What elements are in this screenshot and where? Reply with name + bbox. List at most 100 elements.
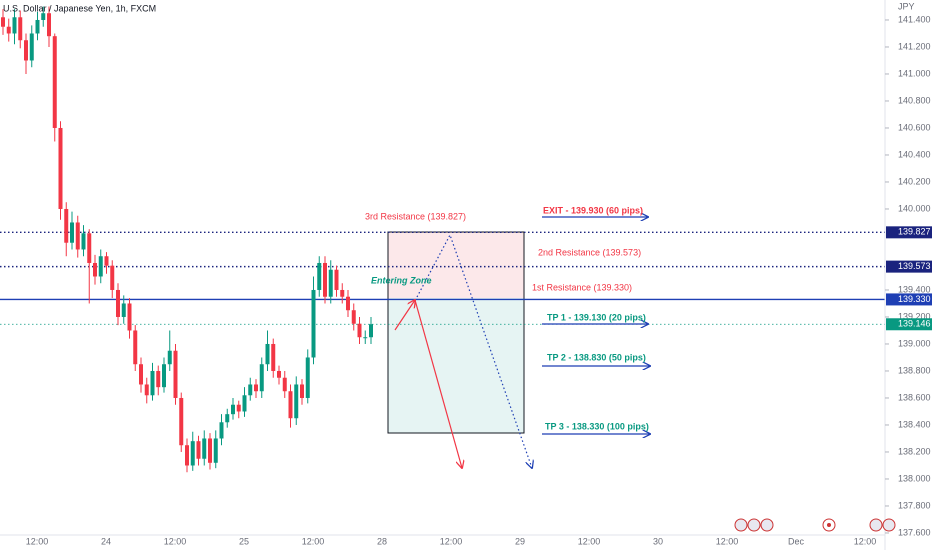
candle-body bbox=[282, 377, 287, 392]
x-tick-label: 12:00 bbox=[302, 536, 325, 546]
chart-title: U.S. Dollar / Japanese Yen, 1h, FXCM bbox=[3, 3, 156, 13]
annotation: TP 2 - 138.830 (50 pips) bbox=[547, 352, 646, 362]
y-tick-label: 138.600 bbox=[898, 392, 931, 402]
candle-body bbox=[231, 404, 235, 415]
candle-body bbox=[265, 343, 270, 365]
candle-body bbox=[294, 384, 299, 419]
price-level-label: 139.573 bbox=[898, 261, 931, 271]
candle-body bbox=[213, 438, 218, 463]
candle-body bbox=[334, 269, 339, 290]
y-tick-label: 138.800 bbox=[898, 365, 931, 375]
annotation: TP 3 - 138.330 (100 pips) bbox=[545, 421, 649, 431]
candle-body bbox=[75, 222, 80, 250]
x-tick-label: 29 bbox=[515, 536, 525, 546]
candle-body bbox=[254, 384, 258, 392]
candle-body bbox=[116, 289, 120, 317]
event-icon bbox=[882, 518, 896, 532]
candle-body bbox=[133, 330, 138, 365]
candle-body bbox=[277, 370, 281, 378]
y-tick-label: 139.400 bbox=[898, 284, 931, 294]
candle-body bbox=[196, 441, 201, 459]
y-tick-label: 141.200 bbox=[898, 41, 931, 51]
candle-body bbox=[87, 233, 92, 263]
y-tick-label: 141.000 bbox=[898, 68, 931, 78]
x-tick-label: 12:00 bbox=[854, 536, 877, 546]
y-tick-label: 137.800 bbox=[898, 500, 931, 510]
price-level-tag bbox=[886, 260, 932, 273]
x-tick-label: Dec bbox=[788, 536, 805, 546]
candle-body bbox=[311, 289, 316, 358]
x-tick-label: 12:00 bbox=[440, 536, 463, 546]
candle-body bbox=[190, 441, 195, 466]
target-arrow bbox=[414, 299, 462, 468]
candle-body bbox=[64, 208, 69, 243]
candle-body bbox=[328, 269, 333, 297]
y-tick-label: 138.400 bbox=[898, 419, 931, 429]
candle-body bbox=[259, 364, 264, 392]
candle-body bbox=[110, 265, 115, 290]
event-icon bbox=[760, 518, 774, 532]
candle-body bbox=[219, 422, 224, 439]
y-tick-label: 138.000 bbox=[898, 473, 931, 483]
y-tick-label: 139.000 bbox=[898, 338, 931, 348]
candle-body bbox=[150, 370, 155, 396]
candle-body bbox=[41, 13, 46, 20]
candle-body bbox=[127, 303, 132, 331]
candle-body bbox=[179, 397, 184, 446]
y-tick-label: 137.600 bbox=[898, 527, 931, 537]
candle-body bbox=[242, 395, 247, 412]
candle-body bbox=[70, 222, 74, 243]
price-level-tag bbox=[886, 293, 932, 306]
annotation: TP 1 - 139.130 (20 pips) bbox=[547, 312, 646, 322]
candle-body bbox=[156, 370, 161, 388]
candle-body bbox=[167, 350, 172, 365]
y-tick-label: 140.600 bbox=[898, 122, 931, 132]
candle-body bbox=[121, 303, 126, 317]
candle-body bbox=[317, 262, 322, 290]
x-tick-label: 12:00 bbox=[164, 536, 187, 546]
event-icons bbox=[734, 518, 896, 532]
candle-body bbox=[52, 36, 57, 128]
currency-label: JPY bbox=[898, 1, 915, 11]
candle-body bbox=[300, 384, 304, 398]
candle-body bbox=[248, 384, 253, 396]
candle-body bbox=[47, 13, 51, 37]
candle-body bbox=[340, 289, 345, 297]
reward-zone bbox=[388, 298, 524, 433]
candle-body bbox=[93, 262, 97, 277]
price-level-label: 139.146 bbox=[898, 319, 931, 329]
y-tick-label: 140.400 bbox=[898, 149, 931, 159]
candle-body bbox=[98, 256, 103, 277]
candle-body bbox=[363, 337, 368, 339]
candle-body bbox=[323, 262, 327, 297]
x-tick-label: 25 bbox=[239, 536, 249, 546]
candle-body bbox=[35, 19, 40, 34]
candle-body bbox=[12, 17, 17, 34]
candle-body bbox=[357, 323, 362, 338]
candle-body bbox=[271, 343, 276, 371]
annotation: 2nd Resistance (139.573) bbox=[538, 247, 641, 257]
x-tick-label: 30 bbox=[653, 536, 663, 546]
candle-body bbox=[288, 391, 293, 419]
candle-body bbox=[58, 127, 63, 209]
candle-body bbox=[185, 445, 189, 466]
event-icon bbox=[869, 518, 883, 532]
candle-body bbox=[351, 310, 356, 324]
y-tick-label: 140.800 bbox=[898, 95, 931, 105]
price-level-tag bbox=[886, 226, 932, 239]
x-tick-label: 12:00 bbox=[578, 536, 601, 546]
candle-body bbox=[1, 17, 5, 27]
candle-body bbox=[24, 40, 28, 61]
y-tick-label: 141.400 bbox=[898, 14, 931, 24]
candle-body bbox=[236, 404, 241, 412]
x-tick-label: 12:00 bbox=[26, 536, 49, 546]
candle-body bbox=[139, 364, 143, 385]
candle-body bbox=[81, 233, 86, 250]
candle-body bbox=[104, 256, 109, 266]
candle-body bbox=[18, 17, 23, 41]
y-tick-label: 140.200 bbox=[898, 176, 931, 186]
price-level-label: 139.330 bbox=[898, 294, 931, 304]
event-icon bbox=[747, 518, 761, 532]
annotation: 1st Resistance (139.330) bbox=[532, 282, 632, 292]
